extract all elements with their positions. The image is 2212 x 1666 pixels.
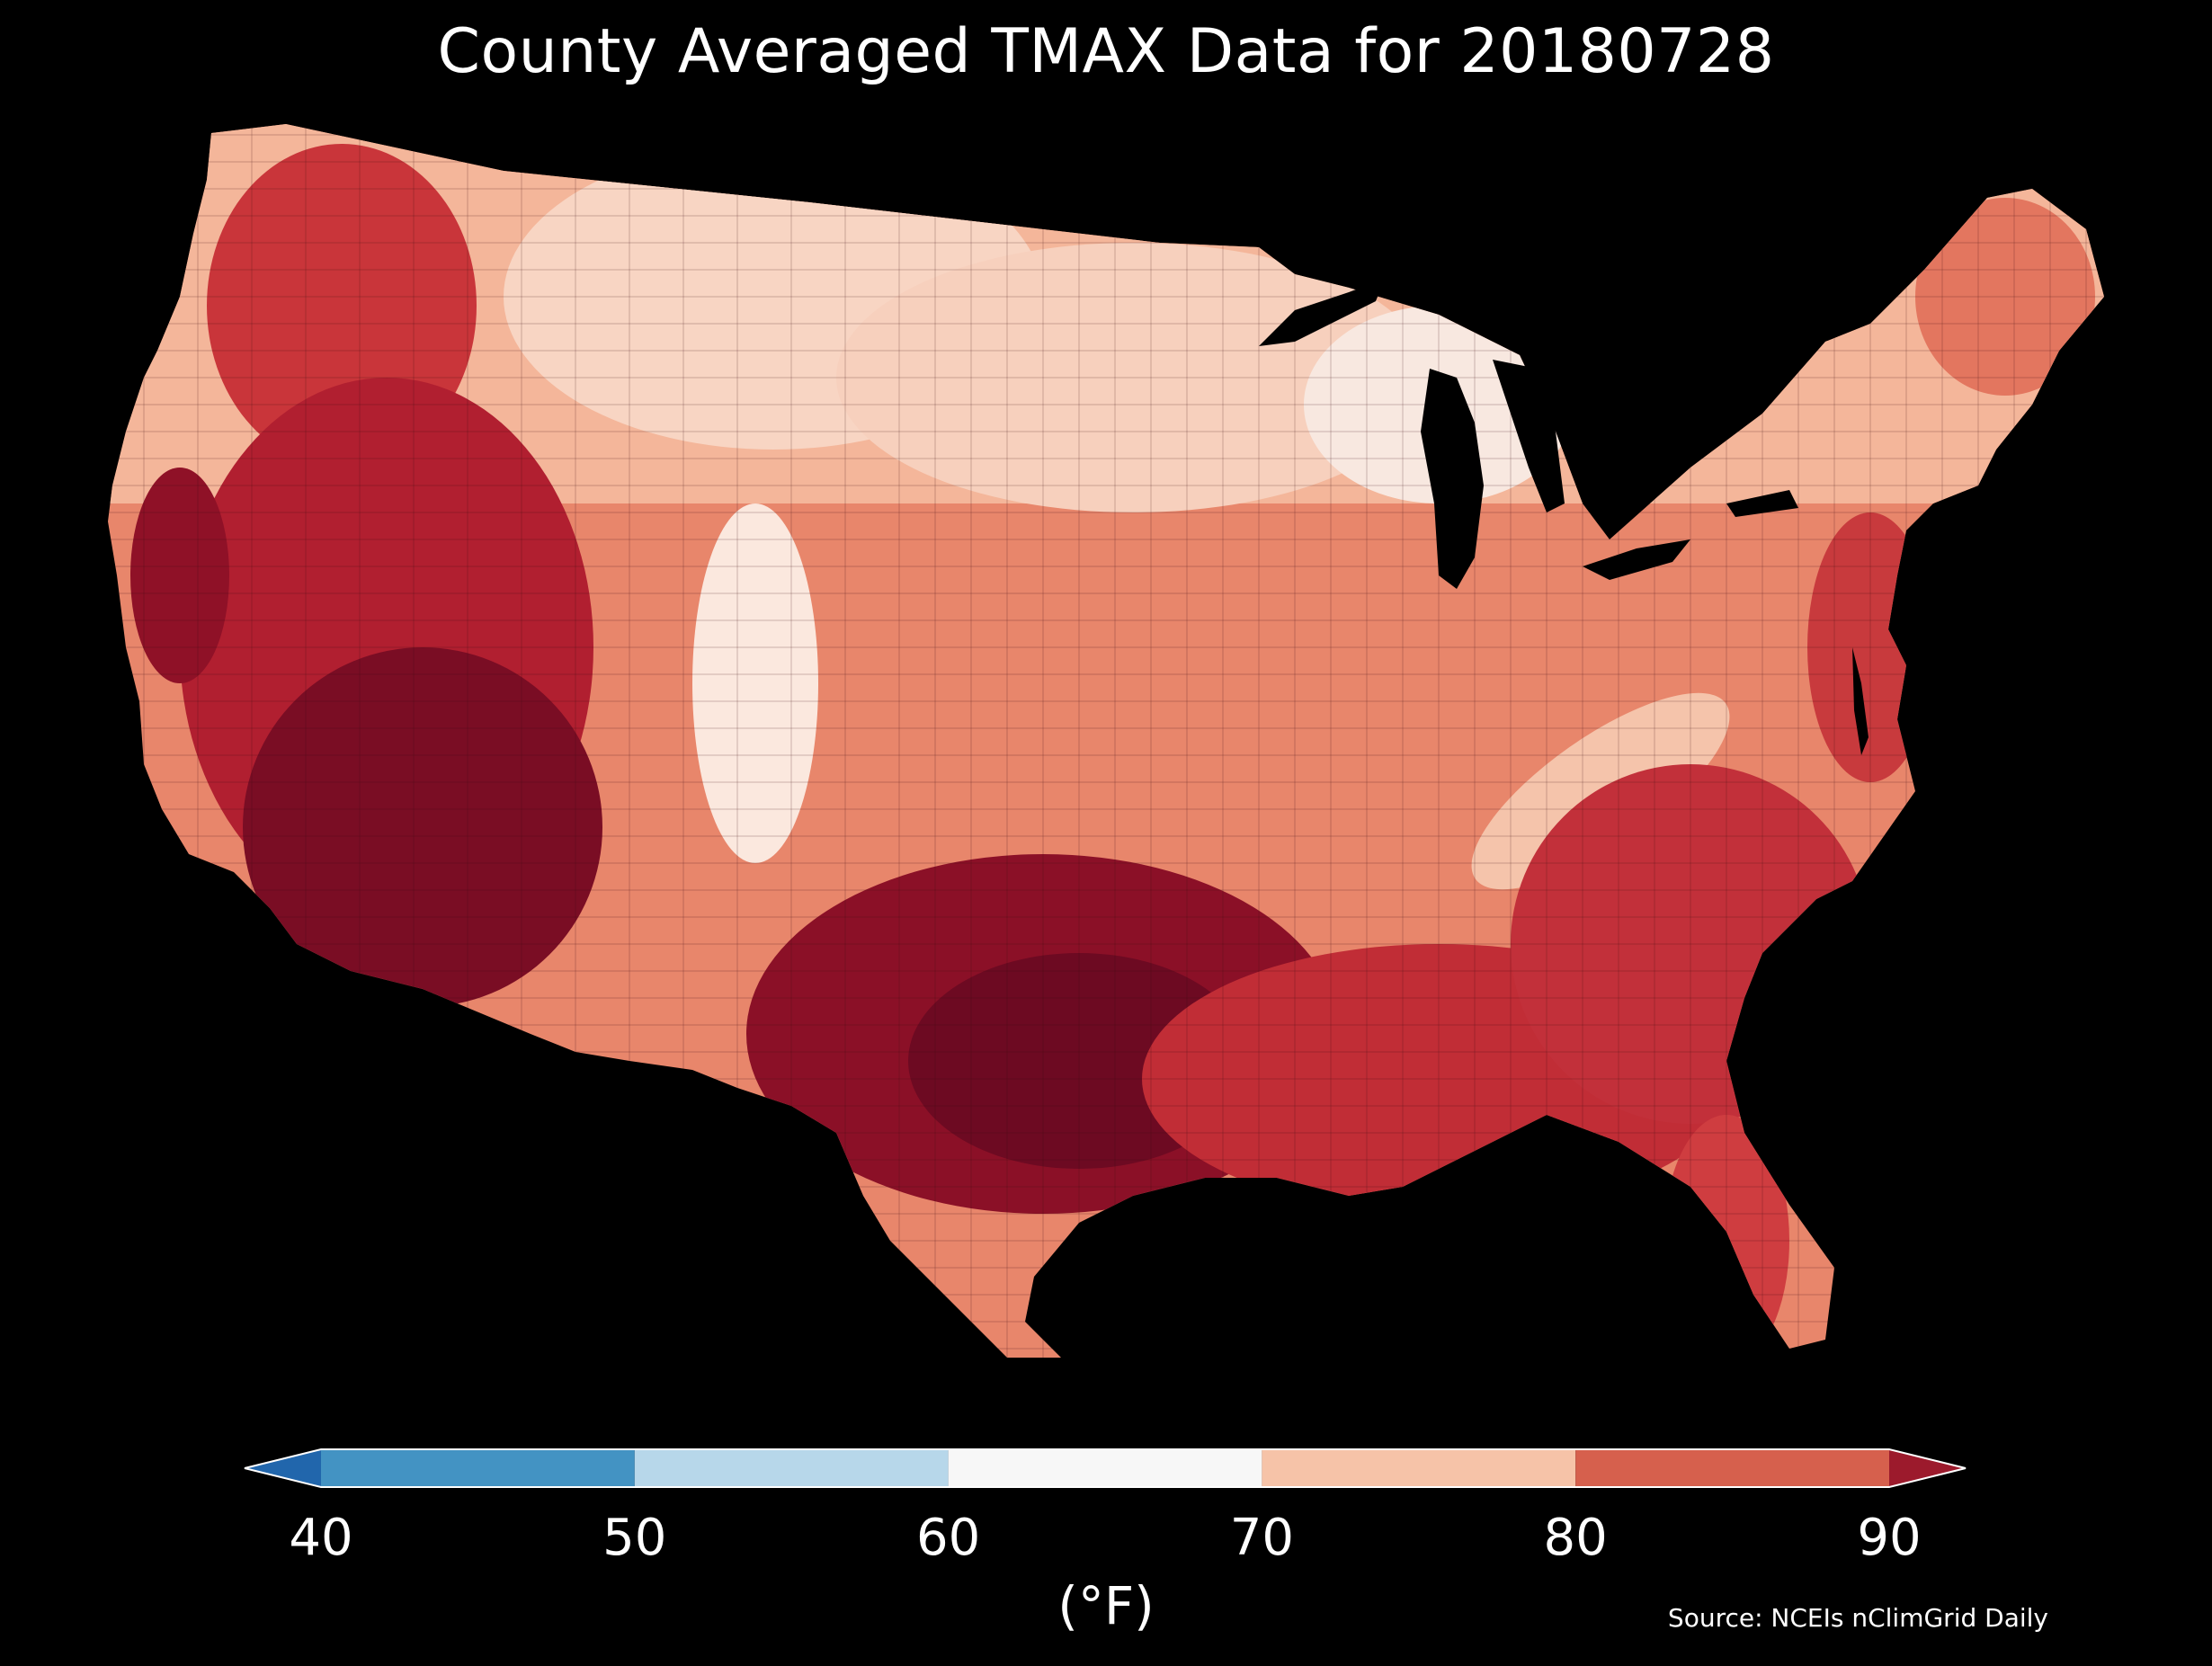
source-attribution: Source: NCEIs nClimGrid Daily bbox=[1667, 1603, 2048, 1633]
region-rocky-mountains bbox=[692, 503, 818, 863]
colorbar-tick-label: 40 bbox=[289, 1509, 353, 1567]
region-new-england bbox=[1915, 198, 2095, 396]
chesapeake-bay bbox=[1852, 647, 1869, 755]
great-lakes bbox=[1259, 279, 1798, 589]
colorbar-outline bbox=[244, 1448, 1967, 1488]
region-desert-southwest bbox=[243, 647, 602, 1007]
colorbar-tick-label: 50 bbox=[602, 1509, 667, 1567]
colorbar-tick-label: 80 bbox=[1543, 1509, 1608, 1567]
region-upper-midwest bbox=[836, 243, 1430, 512]
lake-michigan bbox=[1421, 369, 1484, 589]
colorbar-bin-0 bbox=[321, 1449, 635, 1487]
map-title: County Averaged TMAX Data for 20180728 bbox=[437, 16, 1775, 87]
lake-erie bbox=[1583, 539, 1690, 580]
region-central-valley bbox=[130, 468, 229, 683]
colorbar-unit-label: (°F) bbox=[1057, 1575, 1155, 1636]
colorbar-bin-2 bbox=[948, 1449, 1262, 1487]
lake-superior bbox=[1259, 279, 1385, 346]
colorbar-bin-3 bbox=[1262, 1449, 1576, 1487]
lake-huron bbox=[1493, 360, 1565, 512]
lake-ontario bbox=[1726, 490, 1798, 517]
colorbar-bin-4 bbox=[1575, 1449, 1889, 1487]
colorbar-tick-label: 70 bbox=[1229, 1509, 1295, 1567]
colorbar-bin-1 bbox=[634, 1449, 949, 1487]
colorbar-extend-under bbox=[245, 1449, 321, 1487]
colorbar-tick-label: 60 bbox=[915, 1509, 981, 1567]
colorbar-extend-over bbox=[1889, 1449, 1966, 1487]
colorbar-tick-label: 90 bbox=[1857, 1509, 1922, 1567]
